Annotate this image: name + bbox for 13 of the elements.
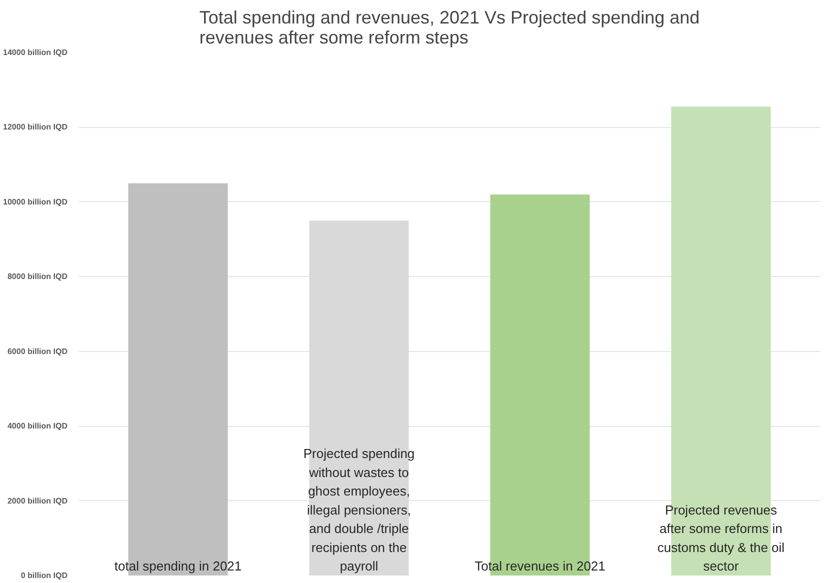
x-tick-label: Projected spending without wastes to ghost employees, illegal pensioners, and double /triple recipients on the payroll <box>303 446 415 574</box>
x-tick-label: Projected revenues after some reforms in customs duty & the oil sector <box>657 502 785 574</box>
x-tick-label: total spending in 2021 <box>114 558 242 574</box>
y-tick-label: 6000 billion IQD <box>7 346 68 356</box>
y-tick-label: 14000 billion IQD <box>3 48 68 57</box>
y-tick-label: 4000 billion IQD <box>7 422 68 431</box>
y-tick-label: 12000 billion IQD <box>3 122 68 132</box>
x-tick-label: Total revenues in 2021 <box>474 558 606 574</box>
chart-title: Total spending and revenues, 2021 Vs Projected spending and revenues after some reform steps <box>199 8 700 48</box>
y-tick-label: 0 billion IQD <box>20 571 68 580</box>
y-tick-label: 2000 billion IQD <box>7 496 68 506</box>
y-tick-label: 10000 billion IQD <box>3 197 68 206</box>
y-tick-label: 8000 billion IQD <box>7 272 68 282</box>
